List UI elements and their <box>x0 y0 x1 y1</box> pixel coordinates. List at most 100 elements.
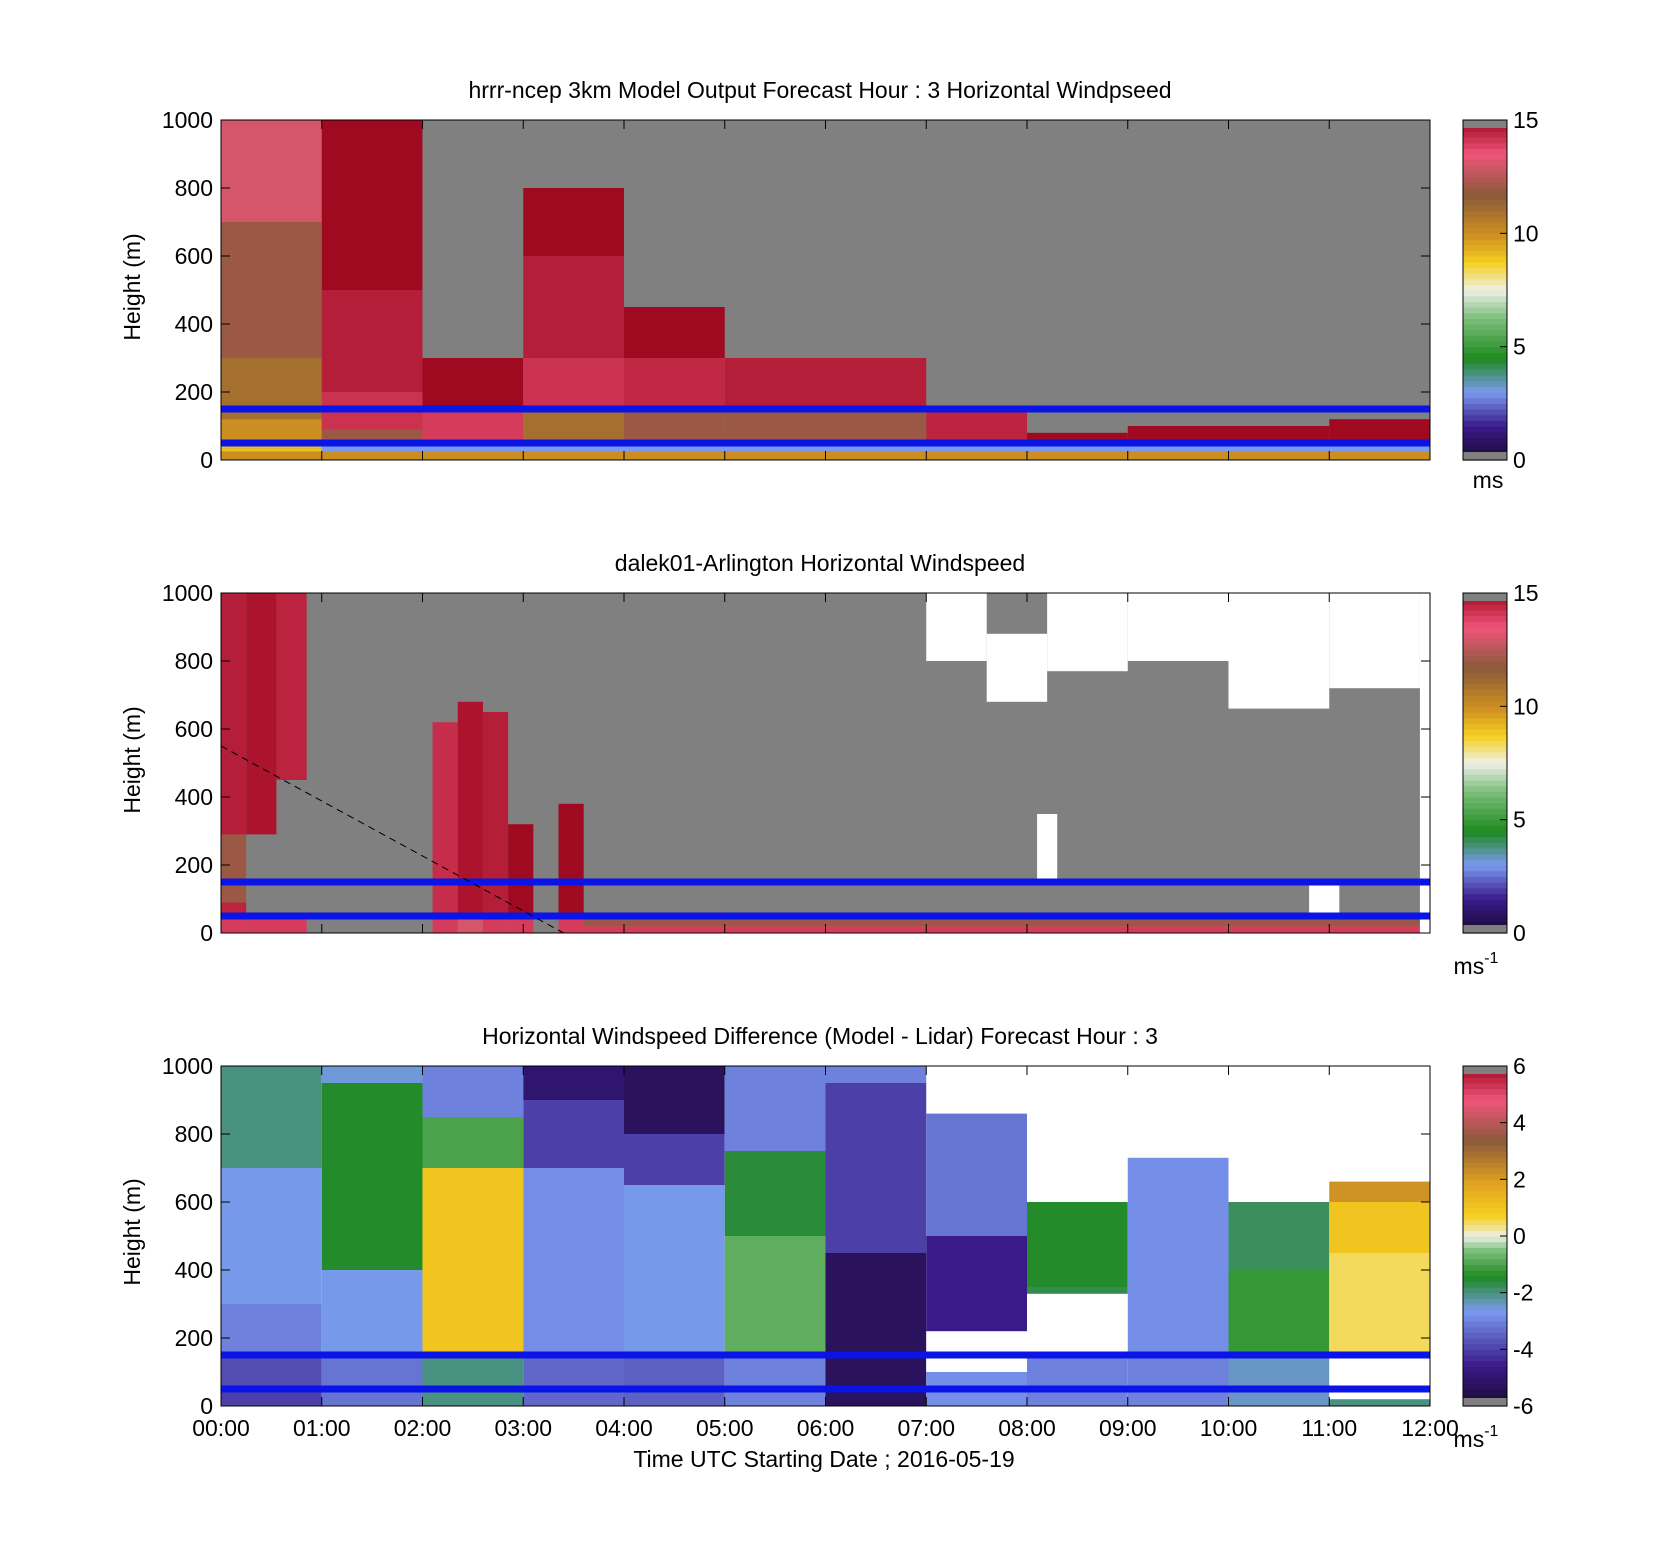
data-cell <box>926 443 1027 452</box>
y-tick-label: 0 <box>200 1393 213 1419</box>
colorbar-tick-label: 10 <box>1513 693 1539 719</box>
data-cell <box>221 222 322 358</box>
colorbar-segment <box>1463 734 1507 741</box>
colorbar-segment <box>1463 335 1507 342</box>
data-cell <box>1329 1181 1430 1202</box>
data-cell <box>825 443 927 452</box>
data-cell <box>724 443 826 452</box>
data-cell <box>523 1355 624 1406</box>
colorbar-unit: ms <box>1473 467 1504 493</box>
data-cell <box>1329 419 1430 443</box>
colorbar-segment <box>1463 1366 1507 1373</box>
data-cell <box>508 824 534 913</box>
data-cell <box>926 1113 1027 1236</box>
panel-title: hrrr-ncep 3km Model Output Forecast Hour… <box>468 77 1171 103</box>
colorbar-segment <box>1463 284 1507 291</box>
colorbar-segment <box>1463 216 1507 223</box>
data-cell <box>825 1083 927 1253</box>
data-cell <box>624 1355 725 1406</box>
colorbar-segment <box>1463 899 1507 906</box>
data-cell <box>1228 443 1330 452</box>
missing-data-cell <box>926 593 987 661</box>
colorbar-segment <box>1463 1292 1507 1299</box>
data-cell <box>321 1083 423 1270</box>
missing-data-cell <box>1309 882 1340 913</box>
colorbar-segment <box>1463 1207 1507 1214</box>
data-cell <box>1329 451 1430 460</box>
panel-difference: Horizontal Windspeed Difference (Model -… <box>119 1023 1534 1472</box>
colorbar-segment <box>1463 1219 1507 1226</box>
data-cell <box>724 409 826 443</box>
data-cell <box>523 358 624 409</box>
colorbar-segment <box>1463 409 1507 416</box>
colorbar-cap <box>1463 452 1507 460</box>
colorbar-segment <box>1463 1394 1507 1401</box>
colorbar-segment <box>1463 802 1507 809</box>
missing-data-cell <box>1037 814 1058 882</box>
y-tick-label: 200 <box>175 379 213 405</box>
colorbar-segment <box>1463 227 1507 234</box>
x-tick-label: 05:00 <box>696 1415 754 1441</box>
data-cell <box>321 443 423 452</box>
colorbar-segment <box>1463 176 1507 183</box>
colorbar-segment <box>1463 1264 1507 1271</box>
data-cell <box>624 443 725 452</box>
colorbar-segment <box>1463 1088 1507 1095</box>
colorbar-segment <box>1463 853 1507 860</box>
colorbar-segment <box>1463 1077 1507 1084</box>
x-tick-label: 12:00 <box>1401 1415 1459 1441</box>
data-cell <box>1228 451 1330 460</box>
colorbar-segment <box>1463 1168 1507 1175</box>
data-cell <box>1228 1202 1330 1270</box>
colorbar-segment <box>1463 1202 1507 1209</box>
colorbar-segment <box>1463 859 1507 866</box>
data-cell <box>523 1168 624 1355</box>
colorbar-segment <box>1463 740 1507 747</box>
colorbar-segment <box>1463 1145 1507 1152</box>
colorbar-tick-label: 15 <box>1513 580 1539 606</box>
colorbar-segment <box>1463 627 1507 634</box>
colorbar-segment <box>1463 598 1507 605</box>
colorbar-segment <box>1463 695 1507 702</box>
colorbar-segment <box>1463 683 1507 690</box>
data-cell <box>624 307 725 358</box>
colorbar-segment <box>1463 1287 1507 1294</box>
colorbar-segment <box>1463 1196 1507 1203</box>
colorbar-segment <box>1463 916 1507 923</box>
colorbar-segment <box>1463 1253 1507 1260</box>
colorbar-tick-label: 15 <box>1513 107 1539 133</box>
y-tick-label: 1000 <box>162 580 213 606</box>
data-cell <box>1127 1355 1229 1406</box>
colorbar-segment <box>1463 768 1507 775</box>
colorbar-segment <box>1463 615 1507 622</box>
colorbar-segment <box>1463 210 1507 217</box>
data-cell <box>624 1134 725 1185</box>
data-cell <box>221 593 247 835</box>
data-cell <box>523 1066 624 1100</box>
colorbar-tick-label: 10 <box>1513 220 1539 246</box>
y-axis-label: Height (m) <box>119 233 145 340</box>
colorbar-segment <box>1463 1377 1507 1384</box>
data-cell <box>724 1066 826 1151</box>
y-tick-label: 600 <box>175 716 213 742</box>
colorbar-segment <box>1463 610 1507 617</box>
colorbar-segment <box>1463 1338 1507 1345</box>
data-cell <box>321 120 423 290</box>
colorbar-segment <box>1463 1355 1507 1362</box>
colorbar-segment <box>1463 125 1507 132</box>
data-cell <box>457 701 483 913</box>
colorbar-cap <box>1463 120 1507 128</box>
colorbar-segment <box>1463 1213 1507 1220</box>
data-cell <box>624 409 725 443</box>
colorbar-segment <box>1463 420 1507 427</box>
colorbar-segment <box>1463 431 1507 438</box>
colorbar-segment <box>1463 825 1507 832</box>
colorbar-segment <box>1463 921 1507 928</box>
colorbar-segment <box>1463 1270 1507 1277</box>
colorbar-segment <box>1463 443 1507 450</box>
colorbar-segment <box>1463 369 1507 376</box>
colorbar-segment <box>1463 403 1507 410</box>
data-cell <box>422 1117 524 1168</box>
data-cell <box>246 916 277 933</box>
colorbar-segment <box>1463 706 1507 713</box>
